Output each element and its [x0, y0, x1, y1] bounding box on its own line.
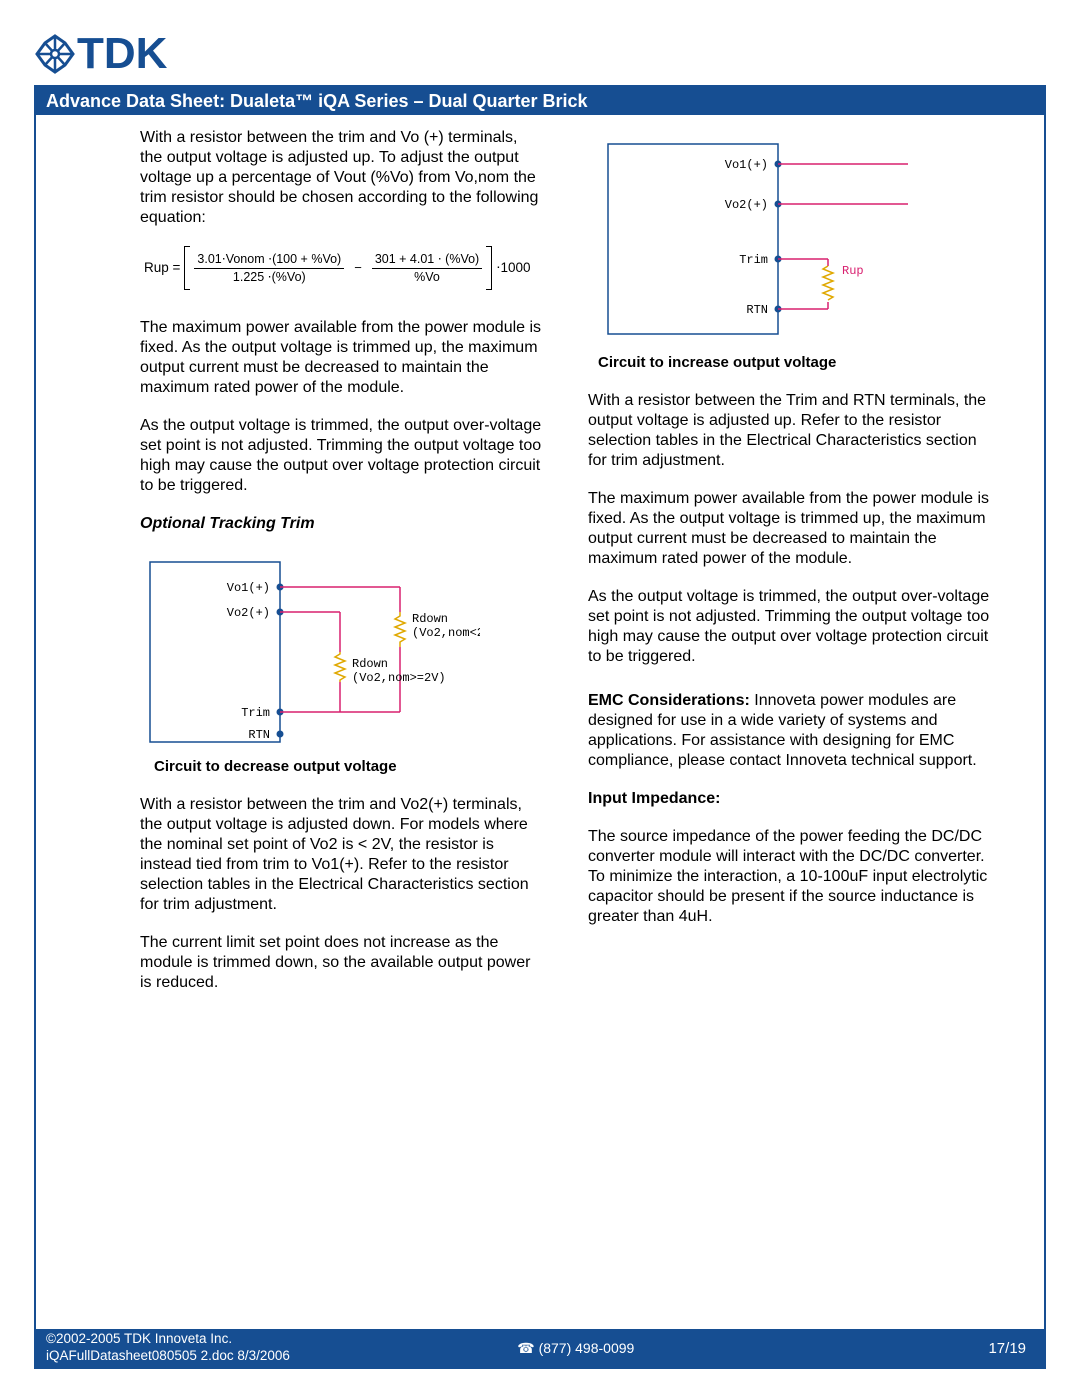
left-intro: With a resistor between the trim and Vo … [140, 128, 542, 228]
eq-minus: − [348, 260, 368, 276]
left-p5: The current limit set point does not inc… [140, 933, 542, 993]
right-column: Vo1(+) Vo2(+) Trim RTN Rup Circuit to in… [588, 128, 990, 1011]
svg-text:RTN: RTN [248, 728, 270, 742]
svg-text:(Vo2,nom>=2V): (Vo2,nom>=2V) [352, 671, 446, 685]
logo: TDK [35, 32, 167, 76]
svg-text:RTN: RTN [746, 303, 768, 317]
svg-text:Trim: Trim [739, 253, 768, 267]
left-column: With a resistor between the trim and Vo … [140, 128, 542, 1011]
rup-equation: Rup = 3.01⋅Vonom ⋅(100 + %Vo) 1.225 ⋅(%V… [144, 246, 542, 290]
imp-body: The source impedance of the power feedin… [588, 827, 990, 927]
svg-text:Vo1(+): Vo1(+) [227, 581, 270, 595]
svg-text:Vo2(+): Vo2(+) [725, 198, 768, 212]
right-p3: As the output voltage is trimmed, the ou… [588, 587, 990, 667]
caption-decrease: Circuit to decrease output voltage [154, 758, 542, 777]
svg-text:Vo1(+): Vo1(+) [725, 158, 768, 172]
logo-text: TDK [77, 32, 167, 76]
eq-bracket-right [486, 246, 492, 290]
left-p2: The maximum power available from the pow… [140, 318, 542, 398]
emc-paragraph: EMC Considerations: Innoveta power modul… [588, 691, 990, 771]
eq-rhs: ⋅1000 [496, 260, 530, 277]
eq-lhs: Rup = [144, 260, 180, 277]
tracking-head: Optional Tracking Trim [140, 514, 542, 534]
right-p2: The maximum power available from the pow… [588, 489, 990, 569]
eq-frac2: 301 + 4.01 ⋅ (%Vo) %Vo [372, 252, 482, 285]
footer-doc: iQAFullDatasheet080505 2.doc 8/3/2006 [46, 1348, 517, 1365]
right-p1: With a resistor between the Trim and RTN… [588, 391, 990, 471]
svg-text:Rdown: Rdown [352, 657, 388, 671]
footer-phone: ☎ (877) 498-0099 [517, 1340, 988, 1357]
left-p4: With a resistor between the trim and Vo2… [140, 795, 542, 915]
svg-text:Trim: Trim [241, 706, 270, 720]
tdk-emblem-icon [35, 34, 75, 74]
left-p3: As the output voltage is trimmed, the ou… [140, 416, 542, 496]
imp-label: Input Impedance: [588, 789, 990, 809]
svg-text:Rdown: Rdown [412, 612, 448, 626]
footer-bar: ©2002-2005 TDK Innoveta Inc. iQAFullData… [36, 1329, 1044, 1367]
title-bar: Advance Data Sheet: Dualeta™ iQA Series … [36, 87, 1044, 115]
svg-text:Rup: Rup [842, 264, 864, 278]
eq-bracket-left [184, 246, 190, 290]
emc-label: EMC Considerations: [588, 692, 750, 709]
diagram-decrease: Vo1(+) Vo2(+) Trim RTN Rdown (Vo2,nom<2V… [140, 552, 542, 752]
footer-left: ©2002-2005 TDK Innoveta Inc. iQAFullData… [46, 1331, 517, 1365]
eq-frac1: 3.01⋅Vonom ⋅(100 + %Vo) 1.225 ⋅(%Vo) [194, 252, 344, 285]
footer-page: 17/19 [988, 1340, 1034, 1357]
content: With a resistor between the trim and Vo … [140, 128, 990, 1011]
footer-copyright: ©2002-2005 TDK Innoveta Inc. [46, 1331, 517, 1348]
svg-text:(Vo2,nom<2V): (Vo2,nom<2V) [412, 626, 480, 640]
caption-increase: Circuit to increase output voltage [598, 354, 990, 373]
svg-text:Vo2(+): Vo2(+) [227, 606, 270, 620]
diagram-increase: Vo1(+) Vo2(+) Trim RTN Rup [598, 134, 990, 344]
